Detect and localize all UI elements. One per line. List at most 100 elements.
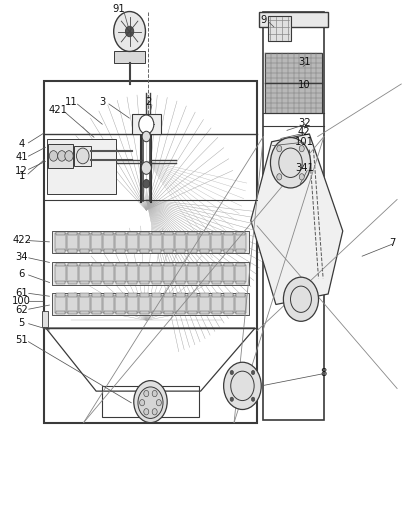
Bar: [176, 263, 185, 266]
Bar: [104, 311, 113, 314]
Bar: [68, 281, 76, 284]
Text: 6: 6: [18, 269, 25, 279]
Bar: [200, 232, 209, 235]
Bar: [79, 265, 89, 282]
Bar: [223, 265, 234, 282]
Bar: [212, 293, 221, 297]
Bar: [223, 233, 234, 251]
Bar: [56, 263, 65, 266]
Circle shape: [251, 371, 255, 375]
Bar: [199, 233, 210, 251]
Bar: [115, 233, 125, 251]
Bar: [116, 249, 125, 253]
Circle shape: [142, 131, 150, 142]
Bar: [140, 311, 149, 314]
Circle shape: [114, 12, 145, 51]
Bar: [164, 249, 173, 253]
Bar: [67, 295, 78, 313]
Bar: [176, 232, 185, 235]
Bar: [103, 265, 114, 282]
Bar: [212, 295, 222, 313]
Polygon shape: [251, 134, 343, 304]
Bar: [176, 281, 185, 284]
Bar: [163, 265, 173, 282]
Bar: [140, 281, 149, 284]
Bar: [128, 293, 137, 297]
Bar: [212, 249, 221, 253]
Bar: [67, 265, 78, 282]
Circle shape: [76, 148, 89, 164]
Bar: [152, 293, 161, 297]
Bar: [176, 233, 186, 251]
Bar: [164, 311, 173, 314]
Text: 2: 2: [145, 97, 152, 108]
Bar: [56, 281, 65, 284]
Text: 341: 341: [295, 163, 314, 173]
Bar: [164, 293, 173, 297]
Bar: [139, 233, 150, 251]
Bar: [152, 263, 161, 266]
Text: 3: 3: [99, 97, 105, 108]
Circle shape: [152, 408, 157, 415]
Bar: [235, 265, 246, 282]
Circle shape: [230, 397, 234, 401]
Bar: [92, 311, 101, 314]
Bar: [140, 263, 149, 266]
Bar: [92, 249, 101, 253]
Bar: [80, 249, 89, 253]
Circle shape: [125, 26, 134, 37]
Bar: [68, 263, 76, 266]
Bar: [103, 295, 114, 313]
Bar: [188, 281, 197, 284]
Bar: [52, 293, 249, 315]
Circle shape: [134, 381, 167, 423]
Bar: [164, 263, 173, 266]
Bar: [132, 114, 161, 134]
Bar: [188, 311, 197, 314]
Bar: [104, 249, 113, 253]
Bar: [55, 233, 66, 251]
Circle shape: [65, 151, 73, 161]
Bar: [55, 265, 66, 282]
Bar: [116, 281, 125, 284]
Bar: [128, 249, 137, 253]
Bar: [104, 263, 113, 266]
Bar: [151, 265, 162, 282]
Bar: [55, 295, 66, 313]
Bar: [56, 232, 65, 235]
Bar: [102, 386, 199, 417]
Bar: [176, 249, 185, 253]
Bar: [56, 249, 65, 253]
Bar: [236, 281, 245, 284]
Bar: [224, 232, 233, 235]
Circle shape: [144, 391, 149, 397]
Bar: [67, 233, 78, 251]
Bar: [91, 265, 102, 282]
Bar: [68, 249, 76, 253]
Text: 8: 8: [321, 368, 327, 378]
Bar: [236, 232, 245, 235]
Bar: [48, 144, 73, 168]
Text: 51: 51: [15, 335, 28, 345]
Bar: [92, 293, 101, 297]
Bar: [92, 281, 101, 284]
Bar: [104, 232, 113, 235]
Bar: [79, 233, 89, 251]
Bar: [91, 233, 102, 251]
Bar: [152, 249, 161, 253]
Bar: [92, 263, 101, 266]
Bar: [80, 311, 89, 314]
Bar: [212, 263, 221, 266]
Bar: [187, 233, 198, 251]
Bar: [151, 295, 162, 313]
Bar: [116, 263, 125, 266]
Bar: [224, 311, 233, 314]
Bar: [176, 265, 186, 282]
Bar: [236, 293, 245, 297]
Bar: [265, 52, 322, 113]
Bar: [188, 249, 197, 253]
Bar: [200, 263, 209, 266]
Bar: [259, 12, 328, 27]
Text: 100: 100: [12, 296, 31, 307]
Circle shape: [141, 162, 151, 174]
